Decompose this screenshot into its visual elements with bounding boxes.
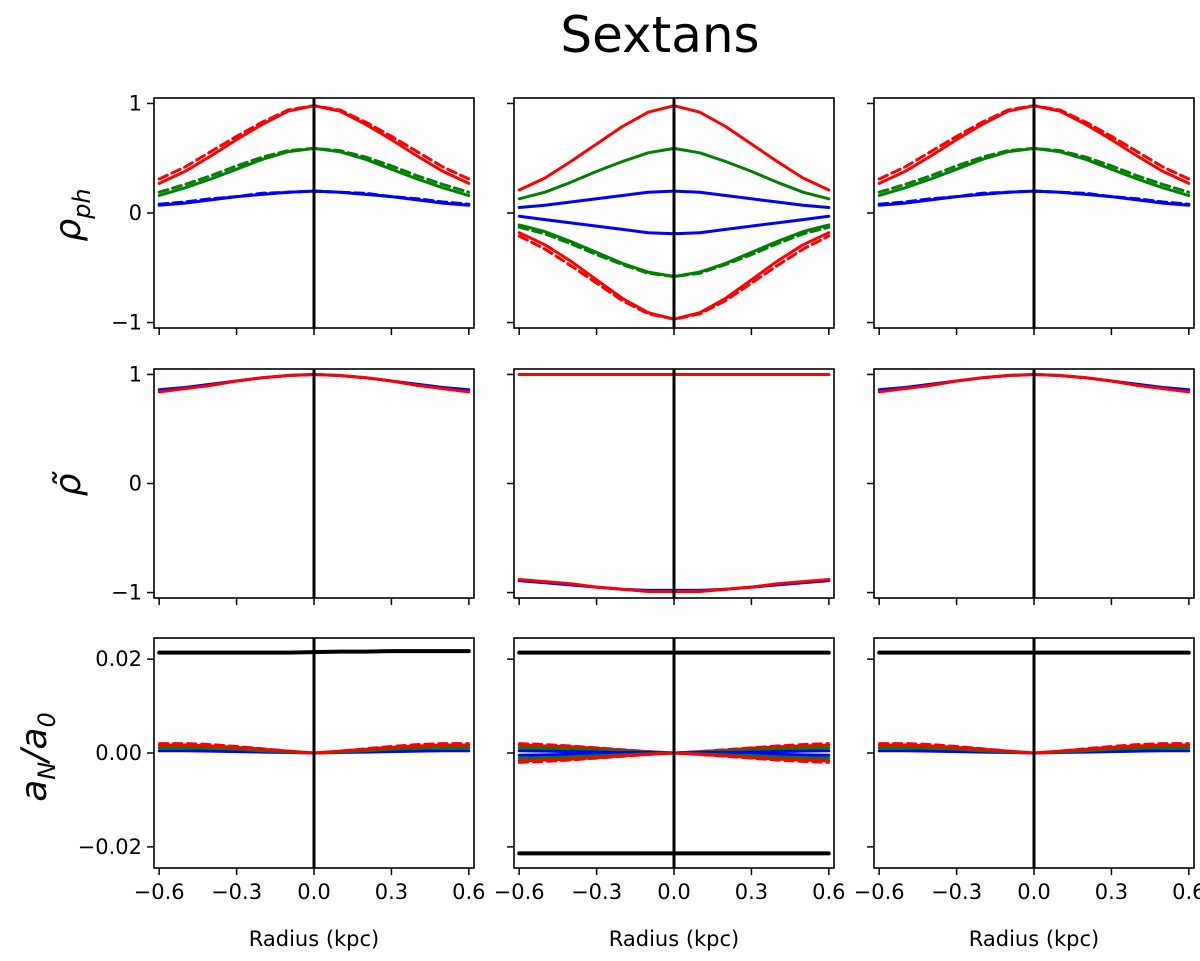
x-tick-label: −0.3 [571,880,622,904]
x-axis-label: Radius (kpc) [609,927,740,951]
x-tick-label: 0.0 [297,880,330,904]
y-tick-label: −1 [111,311,142,335]
x-tick-label: 0.0 [657,880,690,904]
y-tick-label: −0.02 [78,835,142,859]
y-tick-label: 0.02 [95,647,142,671]
panel-grid: −1 0 1 −1 0 1 −0.6 −0.3 0.0 0.3 0.6 −0.02 0.00 0.02 Ra… [78,91,1200,951]
panel-r1-c2 [507,97,835,335]
panel-r3-c2: −0.6 −0.3 0.0 0.3 0.6 Radius (kpc) [494,637,846,951]
x-tick-label: 0.3 [735,880,768,904]
x-tick-label: 0.6 [452,880,485,904]
panel-r3-c3: −0.6 −0.3 0.0 0.3 0.6 Radius (kpc) [854,637,1200,951]
x-axis-label: Radius (kpc) [249,927,380,951]
y-tick-label: −1 [111,581,142,605]
x-tick-label: −0.3 [211,880,262,904]
x-tick-label: −0.6 [854,880,905,904]
x-tick-label: 0.6 [812,880,845,904]
y-tick-label: 0 [129,201,142,225]
x-tick-label: −0.3 [931,880,982,904]
x-tick-label: 0.6 [1172,880,1200,904]
y-tick-label: 1 [129,91,142,115]
row-label-rho-tilde: ρ̃ [48,471,89,497]
row-label-rho-ph: ρph [48,188,96,241]
x-tick-label: 0.3 [1095,880,1128,904]
row-label-aN-a0: aN/a0 [14,712,61,802]
x-tick-label: 0.0 [1017,880,1050,904]
panel-r1-c3 [867,97,1195,335]
x-tick-label: −0.6 [134,880,185,904]
x-tick-label: −0.6 [494,880,545,904]
panel-r2-c3 [867,368,1195,605]
panel-r1-c1: −1 0 1 [111,91,475,335]
panel-r3-c1: −0.6 −0.3 0.0 0.3 0.6 −0.02 0.00 0.02 Radius (kp… [78,637,486,951]
figure-title: Sextans [560,6,759,64]
y-tick-label: 0.00 [95,741,142,765]
y-tick-label: 0 [129,472,142,496]
y-tick-label: 1 [129,362,142,386]
x-tick-label: 0.3 [375,880,408,904]
panel-r2-c1: −1 0 1 [111,362,475,605]
x-axis-label: Radius (kpc) [969,927,1100,951]
panel-r2-c2 [507,368,835,605]
